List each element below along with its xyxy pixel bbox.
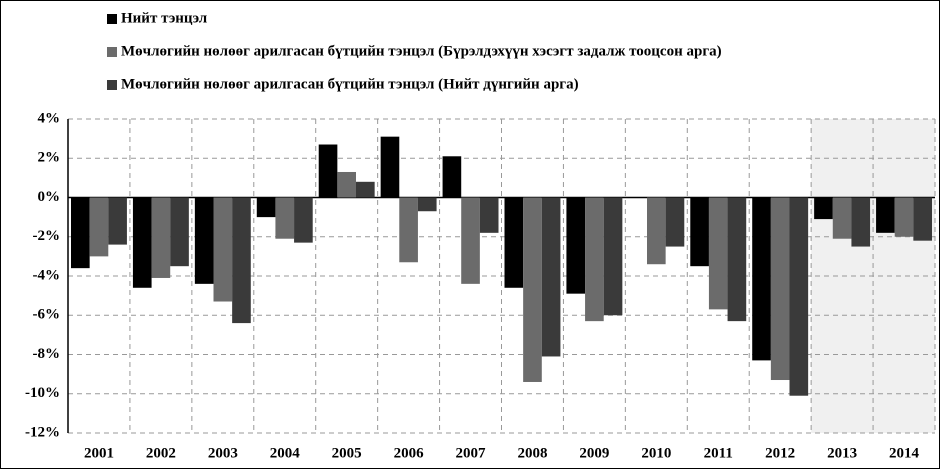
- bar: [337, 171, 356, 198]
- bar: [894, 197, 914, 237]
- bar: [832, 197, 852, 239]
- bar: [151, 197, 171, 278]
- bar: [814, 197, 833, 220]
- y-tick-label: -2%: [33, 228, 61, 244]
- x-tick-label: 2010: [641, 445, 671, 461]
- x-tick-label: 2008: [517, 445, 547, 461]
- bar: [752, 197, 771, 361]
- y-tick-label: -4%: [33, 267, 61, 283]
- bar: [708, 197, 728, 310]
- y-tick-label: -8%: [33, 346, 61, 362]
- bar: [380, 136, 400, 198]
- x-tick-label: 2011: [704, 445, 733, 461]
- bar: [585, 197, 604, 322]
- legend-swatch: [107, 14, 117, 24]
- bar: [913, 197, 932, 241]
- bar: [294, 197, 313, 243]
- y-tick-label: -12%: [25, 424, 60, 440]
- legend-label: Нийт тэнцэл: [121, 10, 208, 26]
- bar: [399, 197, 418, 263]
- x-tick-label: 2013: [827, 445, 857, 461]
- bar: [523, 197, 542, 382]
- x-tick-label: 2002: [146, 445, 176, 461]
- bar: [603, 197, 623, 316]
- bar: [566, 197, 586, 294]
- x-tick-label: 2001: [84, 445, 114, 461]
- bar: [647, 197, 666, 265]
- y-tick-label: -6%: [33, 307, 61, 323]
- x-tick-label: 2003: [208, 445, 238, 461]
- y-tick-label: 4%: [38, 110, 61, 126]
- x-tick-label: 2007: [456, 445, 487, 461]
- bar: [504, 197, 524, 288]
- legend-swatch: [107, 47, 117, 57]
- bar: [318, 144, 338, 198]
- bar: [132, 197, 152, 288]
- y-tick-label: 2%: [38, 150, 61, 166]
- bar: [770, 197, 790, 381]
- bar: [876, 197, 895, 233]
- x-tick-label: 2004: [270, 445, 301, 461]
- x-tick-label: 2012: [765, 445, 795, 461]
- x-tick-label: 2006: [394, 445, 425, 461]
- bar: [479, 197, 499, 233]
- bar: [541, 197, 561, 357]
- bar: [108, 197, 127, 245]
- legend-label: Мөчлөгийн нөлөөг арилгасан бүтцийн тэнцэ…: [121, 76, 579, 92]
- x-tick-label: 2014: [889, 445, 920, 461]
- y-tick-label: -10%: [25, 385, 60, 401]
- bar: [789, 197, 809, 396]
- bar: [232, 197, 251, 324]
- bar: [170, 197, 189, 267]
- x-tick-label: 2005: [332, 445, 362, 461]
- bar: [213, 197, 233, 302]
- legend-swatch: [107, 80, 117, 90]
- bar: [194, 197, 214, 284]
- bar: [690, 197, 709, 267]
- bar: [256, 197, 276, 218]
- x-tick-label: 2009: [579, 445, 609, 461]
- bar: [442, 156, 462, 198]
- bar: [89, 197, 109, 257]
- bar: [851, 197, 871, 247]
- bar: [417, 197, 437, 212]
- bar: [71, 197, 90, 269]
- bar: [665, 197, 685, 247]
- legend-label: Мөчлөгийн нөлөөг арилгасан бүтцийн тэнцэ…: [121, 43, 722, 59]
- y-tick-label: 0%: [38, 189, 61, 205]
- bar: [275, 197, 295, 239]
- bar: [727, 197, 747, 322]
- bar: [356, 181, 375, 198]
- bar: [461, 197, 480, 284]
